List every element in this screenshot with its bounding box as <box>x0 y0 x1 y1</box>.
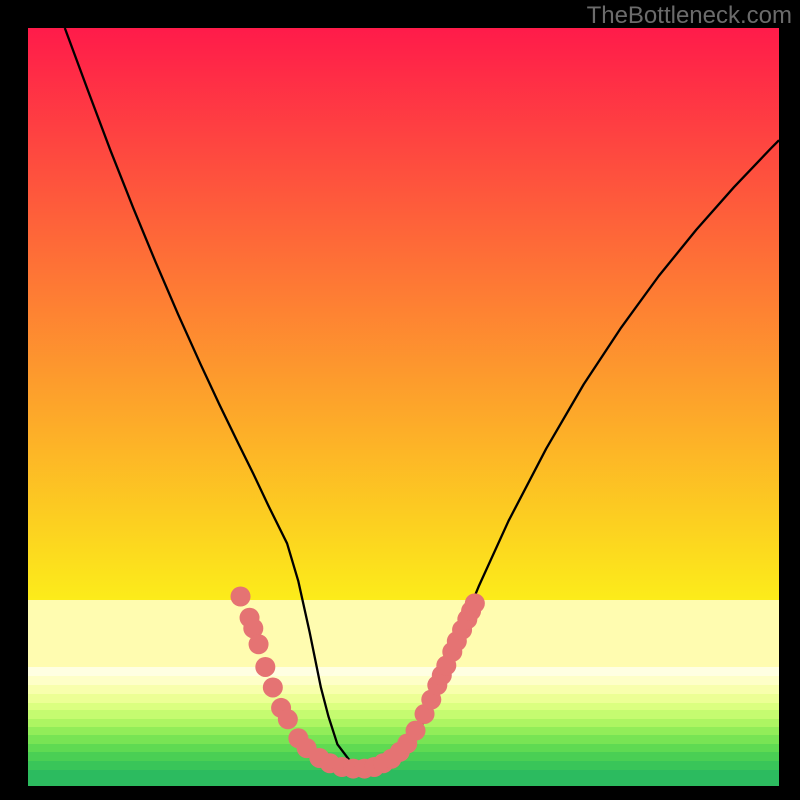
gradient-zone <box>28 761 779 770</box>
gradient-zone <box>28 770 779 786</box>
gradient-zone <box>28 735 779 743</box>
gradient-zone <box>28 752 779 761</box>
gradient-zone <box>28 694 779 702</box>
gradient-zone <box>28 719 779 727</box>
gradient-zone <box>28 685 779 694</box>
gradient-zone <box>28 676 779 685</box>
gradient-zone <box>28 727 779 735</box>
watermark-text: TheBottleneck.com <box>587 2 792 30</box>
plot-area <box>28 28 779 786</box>
gradient-zone <box>28 600 779 667</box>
gradient-zone <box>28 28 779 600</box>
figure-frame: TheBottleneck.com <box>0 0 800 800</box>
gradient-zone <box>28 667 779 676</box>
gradient-zone <box>28 744 779 752</box>
gradient-zone <box>28 710 779 718</box>
gradient-zone <box>28 703 779 711</box>
